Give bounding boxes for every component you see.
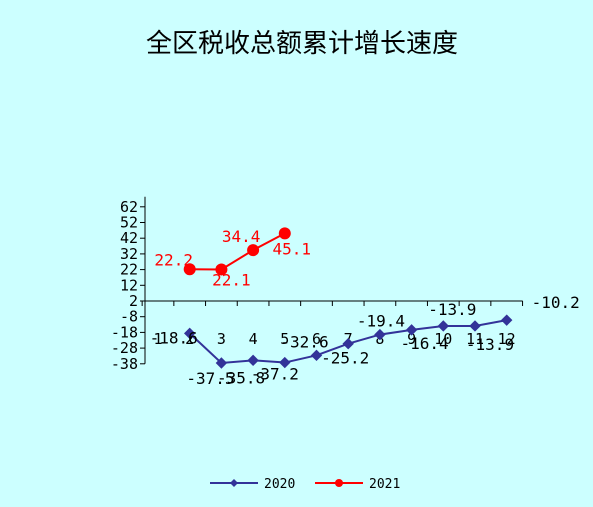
y-tick-label: 12 [120, 276, 138, 294]
data-label-2020: -25.2 [321, 349, 369, 368]
legend: 2020 2021 [210, 477, 400, 492]
data-label-2021: 34.4 [222, 227, 261, 246]
data-label-2020: -37.2 [251, 365, 299, 384]
data-label-2020: -10.2 [532, 293, 580, 312]
x-tick-label: 9 [407, 330, 416, 348]
data-point-2020 [247, 354, 259, 367]
data-point-2021 [183, 263, 196, 276]
data-label-2020: -37.5 [186, 369, 234, 388]
y-tick-label: -38 [111, 355, 138, 373]
legend-marker-2020 [230, 479, 238, 487]
data-point-2020 [183, 327, 196, 340]
legend-marker-2021 [335, 479, 343, 487]
data-label-2020: -35.8 [217, 368, 265, 387]
y-tick-label: 62 [120, 198, 138, 216]
data-point-2020 [310, 349, 323, 362]
data-label-2021: 22.2 [154, 250, 193, 269]
data-label-2020: -18.6 [150, 328, 198, 347]
x-tick-label: 12 [498, 330, 516, 348]
data-point-2020 [342, 337, 354, 350]
y-tick-label: -28 [111, 339, 138, 357]
y-tick-label: 2 [129, 292, 138, 310]
data-labels: -18.6 -37.5-35.8-37.2 -32.6-25.2 -19.4 -16.4… [150, 227, 580, 388]
x-tick-label: 4 [249, 330, 258, 348]
data-label-2020: -19.4 [357, 312, 405, 331]
data-label-2021: 45.1 [273, 239, 312, 258]
data-point-2020 [405, 324, 418, 336]
y-tick-label: 42 [120, 229, 138, 247]
y-tick-label: 32 [120, 245, 138, 263]
x-tick-label: 1 [153, 330, 162, 348]
x-tick-label: 6 [312, 330, 321, 348]
data-label-2021: 22.1 [212, 270, 251, 289]
y-tick-label: -18 [111, 323, 138, 341]
series-line-2021 [189, 232, 286, 271]
x-tick-label: 3 [217, 330, 226, 348]
data-label-2020: -13.9 [466, 335, 514, 354]
y-tick-label: -8 [120, 308, 138, 326]
data-label-2020: -32.6 [280, 332, 328, 351]
x-tick-label: 10 [434, 330, 452, 348]
legend-label-2020: 2020 [264, 477, 295, 492]
data-point-2020 [279, 356, 291, 369]
series-layer [183, 227, 513, 369]
data-point-2020 [500, 314, 513, 326]
y-tick-label: 52 [120, 214, 138, 232]
x-tick-label: 11 [466, 330, 484, 348]
data-point-2020 [469, 320, 481, 332]
x-tick-label: 5 [280, 330, 289, 348]
data-point-2020 [215, 357, 228, 369]
data-label-2020: -16.4 [401, 334, 449, 353]
data-point-2021 [278, 227, 291, 240]
chart-title: 全区税收总额累计增长速度 [146, 29, 458, 59]
legend-label-2021: 2021 [369, 477, 400, 492]
data-point-2020 [374, 328, 386, 341]
y-tick-label: 22 [120, 261, 138, 279]
data-point-2020 [437, 320, 450, 332]
data-label-2020: -13.9 [428, 300, 476, 319]
data-point-2021 [215, 263, 228, 276]
data-point-2021 [247, 244, 260, 257]
